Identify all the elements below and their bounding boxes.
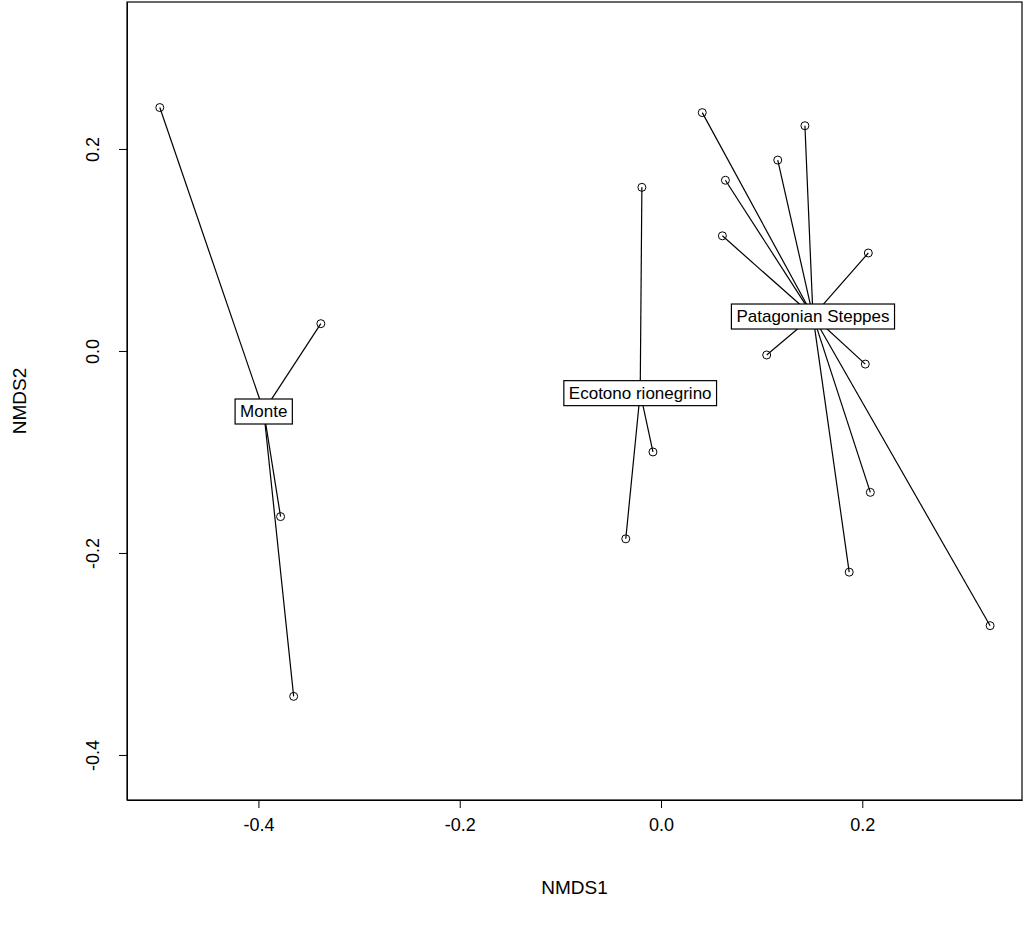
x-tick-mark [661, 800, 662, 808]
chart: -0.4 -0.2 0.0 0.2 -0.4 -0.2 0.0 0.2 Monte Ecotono… [0, 0, 1028, 928]
y-tick-mark [119, 553, 127, 554]
spider-line [264, 411, 281, 517]
spider-line [813, 316, 870, 492]
y-tick-mark [119, 351, 127, 352]
x-tick-label: -0.2 [445, 815, 476, 835]
x-tick-mark [862, 800, 863, 808]
point [698, 109, 706, 117]
spider-line [702, 113, 813, 316]
group-label-text: Patagonian Steppes [736, 307, 889, 326]
x-axis: -0.4 -0.2 0.0 0.2 [128, 800, 1023, 835]
spider-line [778, 160, 813, 316]
point [649, 448, 657, 456]
spider-line [264, 411, 294, 696]
group [622, 183, 657, 542]
y-tick: -0.2 [83, 538, 127, 569]
y-tick-label: -0.4 [83, 740, 103, 771]
point [864, 249, 872, 257]
point [866, 488, 874, 496]
group-label: Patagonian Steppes [731, 304, 894, 329]
point [622, 535, 630, 543]
spider-line [725, 180, 813, 316]
plot-frame [127, 2, 1022, 800]
y-tick: 0.2 [83, 137, 127, 162]
y-tick-mark [119, 149, 127, 150]
point [763, 351, 771, 359]
x-tick-label: 0.2 [850, 815, 875, 835]
spider-line [813, 316, 990, 626]
group-label-text: Ecotono rionegrino [569, 384, 712, 403]
point [721, 176, 729, 184]
data-layer [156, 104, 994, 701]
label-box [235, 399, 292, 424]
x-tick-mark [460, 800, 461, 808]
group [698, 109, 994, 630]
point [718, 232, 726, 240]
x-tick: -0.2 [445, 800, 476, 835]
y-tick: 0.0 [83, 339, 127, 364]
x-tick: -0.4 [243, 800, 274, 835]
x-tick: 0.2 [850, 800, 875, 835]
group-labels: Monte Ecotono rionegrino Patagonian Steppe… [235, 304, 894, 424]
x-tick-mark [258, 800, 259, 808]
spider-line [264, 324, 321, 411]
x-tick-label: 0.0 [649, 815, 674, 835]
point [317, 320, 325, 328]
point [774, 156, 782, 164]
y-tick: -0.4 [83, 740, 127, 771]
y-axis: -0.4 -0.2 0.0 0.2 [83, 3, 128, 801]
point [290, 692, 298, 700]
spider-line [160, 108, 264, 412]
plot: -0.4 -0.2 0.0 0.2 -0.4 -0.2 0.0 0.2 Monte Ecotono… [83, 2, 1023, 835]
y-axis-title: NMDS2 [9, 368, 30, 435]
label-box [564, 381, 717, 406]
x-axis-title: NMDS1 [541, 877, 608, 898]
label-box [731, 304, 894, 329]
group-label-text: Monte [240, 402, 287, 421]
y-tick-label: 0.0 [83, 339, 103, 364]
x-tick: 0.0 [649, 800, 674, 835]
y-tick-label: 0.2 [83, 137, 103, 162]
spider-line [640, 187, 642, 392]
point [845, 568, 853, 576]
point [986, 622, 994, 630]
y-tick-label: -0.2 [83, 538, 103, 569]
group-label: Monte [235, 399, 292, 424]
y-tick-mark [119, 755, 127, 756]
spider-line [626, 393, 640, 539]
point [638, 183, 646, 191]
x-tick-label: -0.4 [243, 815, 274, 835]
point [801, 122, 809, 130]
point [861, 360, 869, 368]
group-label: Ecotono rionegrino [564, 381, 717, 406]
point [156, 104, 164, 112]
point [277, 513, 285, 521]
group [156, 104, 325, 701]
spider-line [813, 316, 849, 572]
